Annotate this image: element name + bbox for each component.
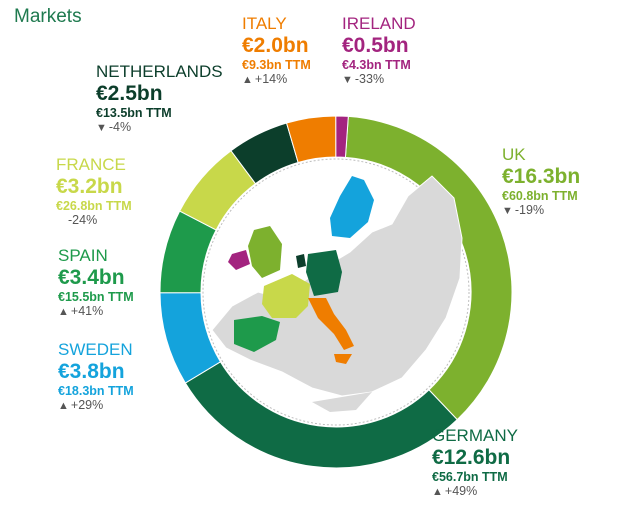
market-change: ▲ +29%	[58, 398, 104, 413]
market-change: ▼ -33%	[342, 72, 385, 87]
market-change: ▼ -4%	[96, 120, 132, 135]
market-name: GERMANY	[432, 426, 518, 445]
netherlands-shape	[296, 254, 306, 268]
market-ttm: €56.7bn TTM	[432, 469, 508, 484]
sicily-shape	[334, 354, 352, 364]
market-name: FRANCE	[56, 155, 126, 174]
germany-shape	[306, 250, 342, 296]
down-arrow-icon: ▼	[96, 122, 107, 135]
market-name: NETHERLANDS	[96, 62, 223, 81]
france-shape	[262, 274, 310, 318]
sweden-shape	[330, 176, 374, 238]
market-change: ▲ +41%	[58, 304, 104, 319]
market-value: €2.5bn	[96, 81, 163, 105]
market-name: IRELAND	[342, 14, 416, 33]
up-arrow-icon: ▲	[58, 400, 69, 413]
label-netherlands: NETHERLANDS €2.5bn €13.5bn TTM ▼ -4%	[96, 62, 223, 135]
market-ttm: €60.8bn TTM	[502, 188, 578, 203]
label-ireland: IRELAND €0.5bn €4.3bn TTM ▼ -33%	[342, 14, 416, 87]
market-ttm: €9.3bn TTM	[242, 57, 311, 72]
italy-shape	[308, 298, 354, 350]
spain-shape	[234, 316, 280, 352]
market-change: ▲ +14%	[242, 72, 288, 87]
label-france: FRANCE €3.2bn €26.8bn TTM -24%	[56, 155, 132, 227]
market-ttm: €18.3bn TTM	[58, 383, 134, 398]
market-value: €12.6bn	[432, 445, 511, 469]
label-germany: GERMANY €12.6bn €56.7bn TTM ▲ +49%	[432, 426, 518, 499]
label-italy: ITALY €2.0bn €9.3bn TTM ▲ +14%	[242, 14, 311, 87]
market-name: SWEDEN	[58, 340, 133, 359]
market-value: €3.4bn	[58, 265, 125, 289]
europe-map	[211, 175, 463, 412]
uk-shape	[248, 226, 282, 278]
ireland-shape	[228, 250, 250, 270]
market-value: €3.8bn	[58, 359, 125, 383]
market-ttm: €13.5bn TTM	[96, 105, 172, 120]
market-value: €16.3bn	[502, 164, 581, 188]
market-ttm: €15.5bn TTM	[58, 289, 134, 304]
market-ttm: €26.8bn TTM	[56, 198, 132, 213]
market-name: UK	[502, 145, 526, 164]
market-name: SPAIN	[58, 246, 108, 265]
market-value: €0.5bn	[342, 33, 409, 57]
market-value: €2.0bn	[242, 33, 309, 57]
up-arrow-icon: ▲	[58, 306, 69, 319]
market-change: -24%	[68, 213, 98, 228]
down-arrow-icon: ▼	[342, 74, 353, 87]
label-spain: SPAIN €3.4bn €15.5bn TTM ▲ +41%	[58, 246, 134, 319]
page-title: Markets	[14, 6, 82, 27]
market-name: ITALY	[242, 14, 287, 33]
label-uk: UK €16.3bn €60.8bn TTM ▼ -19%	[502, 145, 580, 218]
market-change: ▲ +49%	[432, 484, 478, 499]
market-change: ▼ -19%	[502, 203, 545, 218]
label-sweden: SWEDEN €3.8bn €18.3bn TTM ▲ +29%	[58, 340, 134, 413]
market-ttm: €4.3bn TTM	[342, 57, 411, 72]
up-arrow-icon: ▲	[432, 486, 443, 499]
north-africa-edge	[312, 392, 372, 412]
down-arrow-icon: ▼	[502, 205, 513, 218]
map-frame	[202, 158, 470, 426]
up-arrow-icon: ▲	[242, 74, 253, 87]
market-value: €3.2bn	[56, 174, 123, 198]
